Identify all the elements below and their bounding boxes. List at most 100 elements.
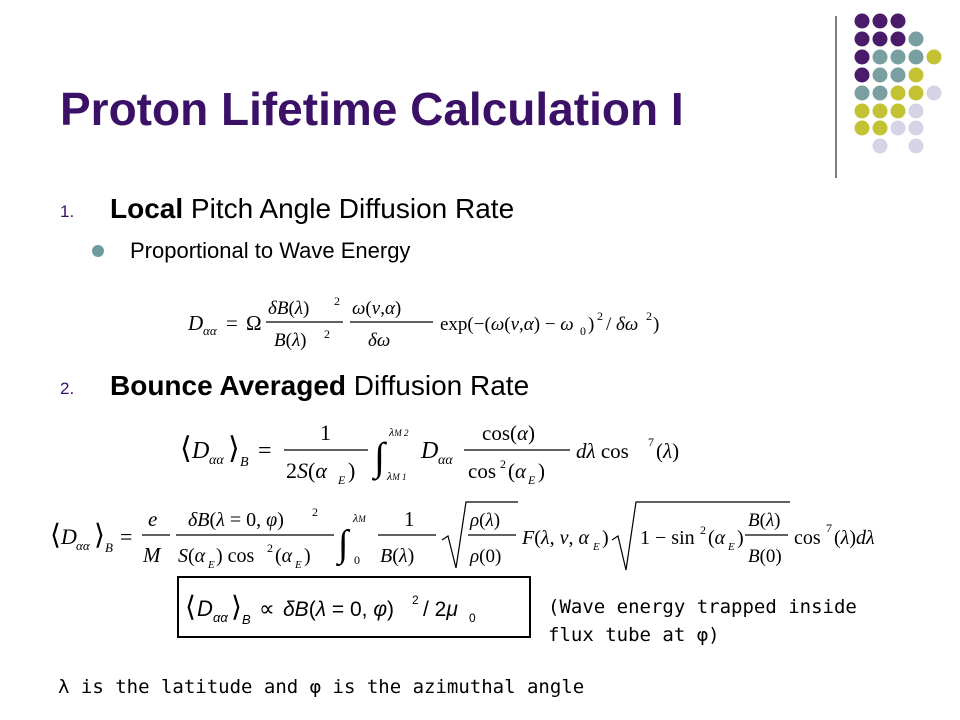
svg-text:δB(λ = 0, φ): δB(λ = 0, φ) (283, 598, 394, 621)
wave-energy-note: (Wave energy trapped inside flux tube at… (548, 593, 857, 649)
decorative-dot (908, 138, 924, 154)
svg-text:1: 1 (320, 420, 331, 445)
svg-text:D: D (60, 524, 77, 549)
svg-text:=: = (258, 438, 272, 464)
item-1-text: Pitch Angle Diffusion Rate (183, 193, 515, 224)
boxed-result: ⟨ D αα ⟩ B ∝ δB(λ = 0, φ) 2 / 2μ 0 (177, 576, 531, 638)
svg-text:2: 2 (334, 294, 340, 308)
svg-text:) cos: ) cos (216, 545, 255, 567)
decorative-dot (926, 49, 942, 65)
decorative-dot (872, 138, 888, 154)
svg-text:λM: λM (352, 511, 366, 525)
svg-text:): ) (737, 527, 744, 549)
svg-text:): ) (538, 459, 545, 483)
svg-text:D: D (187, 311, 203, 335)
svg-text:B(λ): B(λ) (380, 545, 414, 567)
item-2-bold: Bounce Averaged (110, 370, 346, 401)
svg-text:exp(−(ω(v,α) − ω: exp(−(ω(v,α) − ω (440, 314, 574, 335)
decorative-dot (872, 120, 888, 136)
list-number-2: 2. (60, 379, 75, 398)
svg-text:⟨: ⟨ (185, 591, 196, 622)
svg-text:ρ(λ): ρ(λ) (469, 510, 500, 531)
decorative-dot (908, 67, 924, 83)
svg-text:αα: αα (438, 453, 453, 468)
svg-text:ω(v,α): ω(v,α) (352, 298, 401, 319)
decorative-dot (872, 49, 888, 65)
decorative-dot (872, 13, 888, 29)
svg-text:D: D (191, 438, 209, 464)
svg-text:0: 0 (354, 553, 360, 567)
svg-text:(λ): (λ) (656, 439, 679, 463)
svg-text:λM 2: λM 2 (388, 425, 409, 439)
decorative-dot (890, 13, 906, 29)
decorative-dot (872, 31, 888, 47)
svg-text:=: = (120, 524, 132, 549)
svg-text:B(0): B(0) (748, 546, 782, 567)
svg-text:2: 2 (324, 327, 330, 341)
svg-text:ρ(0): ρ(0) (469, 546, 501, 567)
equation-local-diffusion: D αα = Ω δB(λ) 2 B(λ) 2 ω(v,α) δω exp(−(… (186, 290, 666, 365)
svg-text:2: 2 (312, 505, 318, 519)
slide-title: Proton Lifetime Calculation I (60, 83, 684, 135)
svg-text:E: E (207, 559, 215, 571)
svg-text:⟩: ⟩ (231, 591, 242, 622)
svg-text:D: D (197, 596, 213, 621)
svg-text:2S(α: 2S(α (286, 458, 327, 483)
svg-text:αα: αα (213, 610, 228, 625)
svg-text:F(λ, v, α: F(λ, v, α (521, 527, 589, 549)
footer-note: λ is the latitude and φ is the azimuthal… (58, 676, 585, 698)
decorative-dot (872, 85, 888, 101)
decorative-dot (890, 67, 906, 83)
svg-text:): ) (653, 314, 659, 335)
svg-text:): ) (304, 545, 311, 567)
decorative-dot (854, 103, 870, 119)
svg-text:∫: ∫ (371, 434, 388, 481)
decorative-dot (890, 103, 906, 119)
decorative-dot (908, 120, 924, 136)
svg-text:αα: αα (203, 323, 218, 338)
svg-text:): ) (348, 458, 355, 483)
svg-text:1: 1 (404, 507, 415, 531)
list-number-1: 1. (60, 202, 75, 221)
svg-text:2: 2 (700, 523, 706, 537)
svg-text:αα: αα (76, 538, 91, 553)
svg-text:⟩: ⟩ (94, 520, 105, 551)
svg-text:δB(λ): δB(λ) (268, 298, 309, 319)
svg-text:B: B (242, 612, 251, 627)
svg-text:): ) (588, 314, 594, 335)
svg-text:dλ cos: dλ cos (576, 439, 629, 463)
svg-text:7: 7 (826, 521, 832, 535)
decorative-dot (890, 31, 906, 47)
decorative-dot (854, 13, 870, 29)
item-1-bold: Local (110, 193, 184, 224)
svg-text:2: 2 (412, 593, 419, 607)
svg-text:(α: (α (708, 527, 726, 549)
decorative-dot (890, 120, 906, 136)
decorative-dot (890, 49, 906, 65)
svg-text:=: = (226, 311, 238, 335)
note-line-1: (Wave energy trapped inside (548, 596, 857, 618)
svg-text:⟨: ⟨ (50, 520, 61, 551)
equation-expanded-form: ⟨ D αα ⟩ B = e M δB(λ = 0, φ) 2 S(α E ) … (48, 498, 908, 583)
svg-text:cos(α): cos(α) (482, 421, 535, 445)
svg-text:E: E (337, 473, 346, 487)
svg-text:δω: δω (368, 330, 390, 351)
decorative-dot (908, 49, 924, 65)
svg-text:2: 2 (646, 309, 652, 323)
svg-text:M: M (142, 543, 162, 567)
svg-text:S(α: S(α (178, 545, 206, 567)
svg-text:7: 7 (648, 435, 654, 449)
svg-text:∫: ∫ (336, 523, 351, 567)
decorative-dot (854, 85, 870, 101)
svg-text:E: E (294, 559, 302, 571)
decorative-dot (854, 31, 870, 47)
svg-text:δB(λ = 0, φ): δB(λ = 0, φ) (188, 509, 284, 531)
decorative-dot (854, 49, 870, 65)
note-line-2: flux tube at φ) (548, 624, 720, 646)
decorative-dot (854, 67, 870, 83)
svg-text:(λ)dλ: (λ)dλ (834, 527, 875, 549)
svg-text:⟨: ⟨ (180, 432, 192, 465)
svg-text:): ) (602, 527, 609, 549)
decorative-dot (908, 31, 924, 47)
svg-text:∝: ∝ (259, 596, 275, 621)
